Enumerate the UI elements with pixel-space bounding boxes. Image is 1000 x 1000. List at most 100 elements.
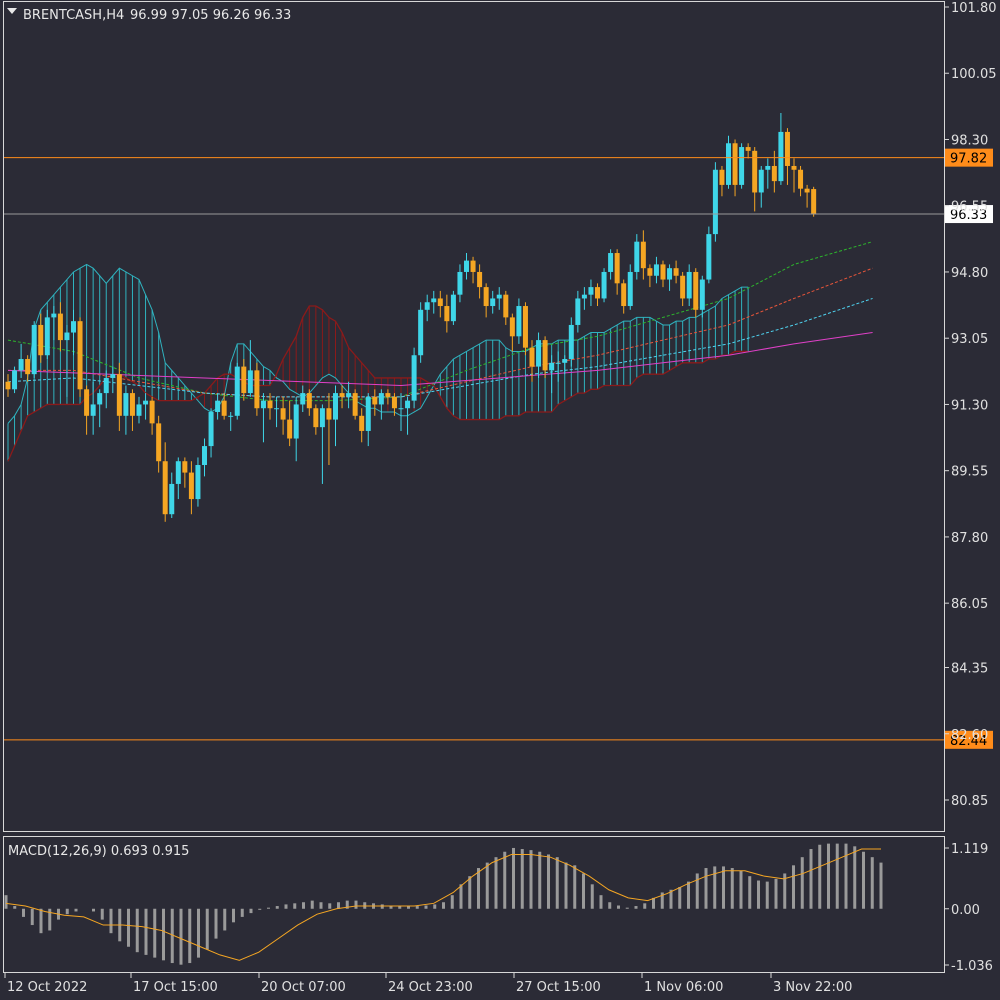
candle[interactable] <box>175 457 181 500</box>
candle[interactable] <box>51 306 57 341</box>
candle[interactable] <box>182 457 188 488</box>
candle[interactable] <box>503 290 509 325</box>
candle[interactable] <box>116 362 122 431</box>
horizontal-levels[interactable]: 97.82 96.33 82.44 <box>4 148 993 749</box>
candle[interactable] <box>647 264 653 288</box>
candle[interactable] <box>18 343 24 378</box>
candle[interactable] <box>437 290 443 318</box>
candle[interactable] <box>391 393 397 416</box>
candle[interactable] <box>12 366 18 394</box>
candlesticks[interactable] <box>5 112 817 522</box>
candle[interactable] <box>333 385 338 447</box>
candle[interactable] <box>25 355 31 382</box>
candle[interactable] <box>595 283 600 307</box>
candle[interactable] <box>444 294 450 333</box>
candle[interactable] <box>123 385 129 435</box>
candle[interactable] <box>162 442 168 522</box>
candle[interactable] <box>450 290 456 325</box>
candle[interactable] <box>804 184 810 208</box>
candle[interactable] <box>149 396 155 435</box>
candle[interactable] <box>542 336 548 378</box>
candle[interactable] <box>169 472 175 519</box>
candle[interactable] <box>156 415 162 473</box>
candle[interactable] <box>64 324 70 397</box>
candle[interactable] <box>621 279 627 314</box>
candle[interactable] <box>260 393 266 443</box>
candle[interactable] <box>529 340 535 382</box>
candle[interactable] <box>568 317 574 367</box>
candle[interactable] <box>267 393 273 420</box>
candle[interactable] <box>143 393 149 420</box>
candle[interactable] <box>726 135 731 189</box>
candle[interactable] <box>319 404 325 484</box>
candle[interactable] <box>588 279 594 307</box>
candle[interactable] <box>673 260 679 284</box>
candle[interactable] <box>280 396 286 435</box>
candle[interactable] <box>110 366 116 394</box>
candle[interactable] <box>601 268 607 303</box>
candle[interactable] <box>365 393 371 447</box>
candle[interactable] <box>470 256 476 284</box>
candle[interactable] <box>293 396 299 462</box>
candle[interactable] <box>536 332 542 378</box>
candle[interactable] <box>411 347 417 409</box>
candle[interactable] <box>608 249 614 280</box>
candle[interactable] <box>739 143 745 189</box>
candle[interactable] <box>464 253 469 280</box>
candle[interactable] <box>431 290 437 314</box>
candle[interactable] <box>378 389 384 420</box>
candle[interactable] <box>57 302 63 352</box>
candle[interactable] <box>208 408 214 458</box>
candle[interactable] <box>509 313 515 352</box>
candle[interactable] <box>640 230 646 280</box>
candle[interactable] <box>549 355 555 394</box>
candle[interactable] <box>339 385 345 409</box>
candle[interactable] <box>398 393 404 431</box>
candle[interactable] <box>680 271 686 307</box>
candle[interactable] <box>418 302 424 363</box>
candle[interactable] <box>496 287 502 310</box>
candle[interactable] <box>346 381 352 409</box>
candle[interactable] <box>490 290 496 314</box>
candle[interactable] <box>516 298 522 344</box>
candle[interactable] <box>667 264 673 291</box>
candle[interactable] <box>562 355 568 375</box>
candle[interactable] <box>5 374 11 397</box>
candle[interactable] <box>44 309 50 360</box>
candle[interactable] <box>202 438 207 477</box>
candle[interactable] <box>274 396 280 428</box>
candle[interactable] <box>575 290 581 333</box>
candle[interactable] <box>653 256 659 284</box>
candle[interactable] <box>581 287 587 310</box>
candle[interactable] <box>424 294 430 322</box>
candle[interactable] <box>188 461 194 515</box>
candle[interactable] <box>313 404 319 435</box>
candle[interactable] <box>798 165 804 197</box>
candle[interactable] <box>784 128 790 185</box>
collapse-triangle-icon[interactable] <box>7 8 17 14</box>
candle[interactable] <box>241 359 247 401</box>
candle[interactable] <box>706 226 712 284</box>
candle[interactable] <box>306 389 312 416</box>
candle[interactable] <box>359 408 365 443</box>
candle[interactable] <box>686 264 692 307</box>
candle[interactable] <box>287 400 293 447</box>
candle[interactable] <box>326 393 332 466</box>
candle[interactable] <box>555 351 561 382</box>
candle[interactable] <box>38 313 44 363</box>
candle[interactable] <box>84 385 90 435</box>
candle[interactable] <box>31 321 37 378</box>
candle[interactable] <box>221 393 227 420</box>
candle[interactable] <box>136 396 142 424</box>
candle[interactable] <box>660 260 666 288</box>
candle[interactable] <box>778 112 784 185</box>
candle[interactable] <box>228 412 234 431</box>
candle[interactable] <box>627 264 633 310</box>
candle[interactable] <box>693 268 699 318</box>
candle[interactable] <box>247 340 253 397</box>
candle[interactable] <box>300 385 306 413</box>
candle[interactable] <box>634 234 640 280</box>
candle[interactable] <box>719 165 725 197</box>
candle[interactable] <box>385 389 391 405</box>
